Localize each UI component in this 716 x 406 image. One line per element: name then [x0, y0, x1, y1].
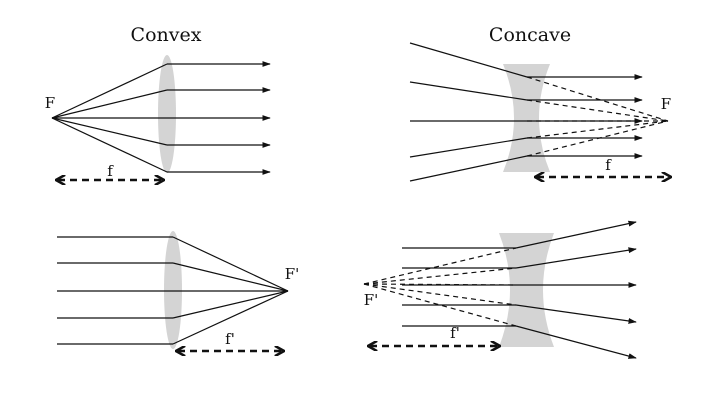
convex-lens-bottom [164, 231, 182, 349]
focal-length-label: f [605, 156, 612, 174]
virtual-ray [363, 283, 517, 306]
focal-length-label: f [107, 162, 114, 180]
concave-diverging-panel: F' f' [363, 220, 637, 359]
ray [409, 137, 528, 158]
ray [51, 117, 168, 173]
ray [172, 290, 289, 345]
ray [172, 236, 289, 292]
focus-label: F' [285, 265, 300, 283]
virtual-ray [363, 283, 517, 286]
title-convex: Convex [131, 24, 202, 46]
concave-lens-top [503, 64, 550, 172]
title-concave: Concave [489, 24, 571, 46]
concave-converging-panel: F f [409, 42, 671, 182]
focal-length-label: f' [450, 324, 460, 342]
focus-label: F [45, 94, 55, 112]
virtual-ray [363, 267, 517, 285]
virtual-ray [526, 120, 669, 157]
virtual-ray [526, 120, 669, 139]
ray [515, 325, 637, 359]
concave-lens-bottom [499, 233, 554, 347]
convex-converging-panel: F' f' [57, 231, 299, 351]
focal-length-label: f' [225, 330, 235, 348]
virtual-ray [526, 76, 669, 122]
ray [51, 63, 168, 119]
convex-diverging-panel: F f [45, 55, 271, 180]
virtual-ray [526, 99, 669, 122]
ray [409, 81, 528, 101]
ray [515, 220, 637, 249]
ray [172, 290, 289, 319]
convex-lens-top [158, 55, 176, 173]
ray [515, 304, 637, 324]
ray [409, 155, 528, 182]
focus-label: F' [364, 291, 379, 309]
ray [409, 42, 528, 78]
ray [515, 247, 637, 269]
focus-label: F [661, 95, 671, 113]
ray [51, 117, 168, 146]
ray [172, 262, 289, 292]
virtual-ray [363, 247, 517, 285]
ray [51, 89, 168, 119]
